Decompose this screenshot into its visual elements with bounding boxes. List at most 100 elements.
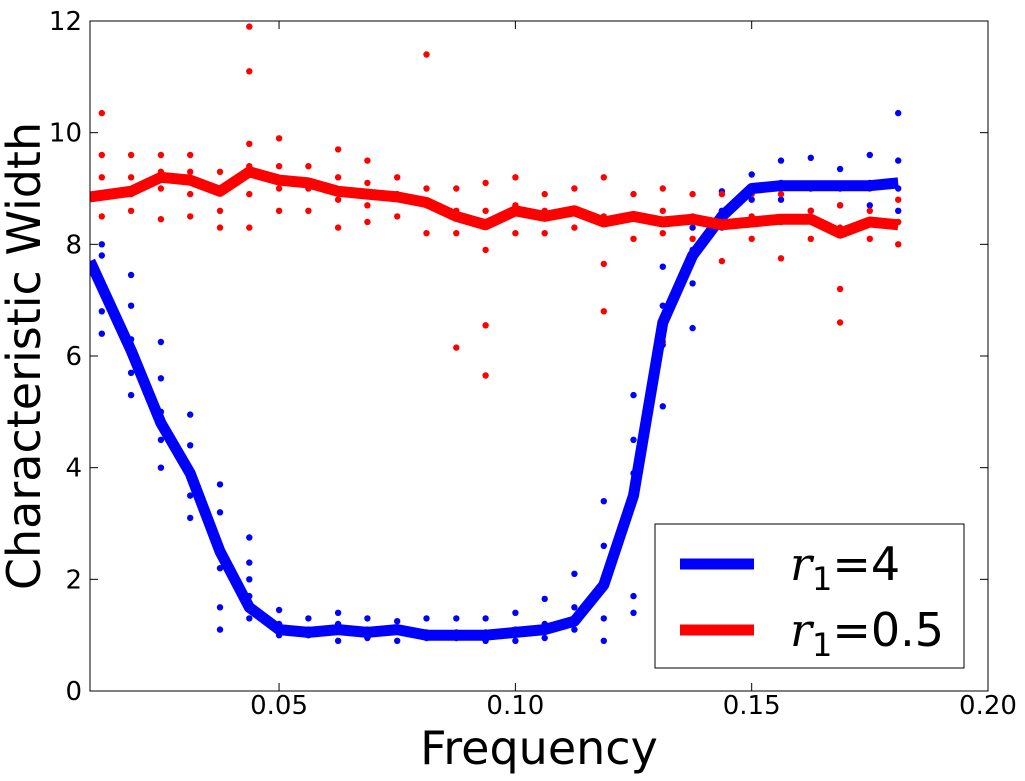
scatter-point-0-26 [246,534,253,541]
scatter-point-1-12 [157,216,165,223]
x-tick-label-3: 0.20 [959,691,1017,721]
scatter-point-0-58 [541,595,548,603]
scatter-point-0-62 [571,604,578,611]
scatter-point-0-24 [216,604,224,611]
scatter-point-1-42 [394,174,401,181]
scatter-point-1-22 [246,68,253,75]
scatter-point-0-4 [98,330,106,337]
scatter-point-0-86 [748,196,755,203]
scatter-point-1-34 [334,146,342,153]
scatter-point-1-64 [571,185,578,192]
scatter-point-1-61 [541,190,548,198]
scatter-point-0-16 [187,442,194,449]
scatter-point-1-93 [807,235,814,242]
x-tick-label-1: 0.10 [486,691,544,721]
scatter-point-1-80 [689,235,696,242]
scatter-point-1-63 [541,230,548,237]
scatter-point-0-89 [777,196,785,203]
scatter-point-1-37 [334,224,342,231]
scatter-point-1-5 [127,151,135,159]
scatter-point-0-20 [216,481,224,488]
y-tick-label-4: 8 [65,230,82,260]
scatter-point-1-39 [364,179,371,187]
scatter-point-1-92 [807,207,814,214]
scatter-point-1-17 [216,168,224,175]
scatter-point-1-36 [334,196,342,203]
scatter-point-0-66 [600,615,607,622]
legend-subscript-1: 1 [812,626,832,664]
chart-marks [90,23,902,644]
scatter-point-0-71 [630,592,637,600]
scatter-point-1-6 [127,174,135,181]
legend: r1=4r1=0.5 [654,523,965,669]
scatter-point-1-52 [453,344,460,351]
y-tick-label-0: 0 [65,677,82,707]
scatter-point-1-53 [482,179,489,187]
y-tick-label-2: 4 [65,454,82,484]
scatter-point-1-20 [216,224,224,231]
scatter-point-1-60 [512,230,519,237]
scatter-point-1-100 [866,235,873,242]
y-axis-title: Characteristic Width [0,122,51,590]
scatter-point-0-37 [334,609,342,616]
scatter-point-0-25 [216,626,224,633]
scatter-point-1-11 [157,185,165,192]
scatter-point-1-96 [836,285,844,293]
scatter-point-1-51 [453,230,460,237]
scatter-point-1-27 [275,135,283,142]
scatter-point-1-15 [187,190,194,198]
scatter-point-0-18 [187,492,194,499]
scatter-point-1-21 [246,23,253,30]
scatter-point-0-14 [157,464,165,471]
x-tick-label-2: 0.15 [723,691,781,721]
scatter-point-0-55 [512,609,519,616]
scatter-point-1-74 [659,185,666,192]
scatter-point-1-82 [718,190,726,198]
scatter-point-1-56 [482,322,489,329]
scatter-point-1-25 [246,190,253,198]
scatter-point-0-57 [512,637,519,644]
scatter-point-0-40 [364,615,371,622]
y-tick-label-5: 10 [49,119,82,149]
scatter-point-0-3 [98,308,106,315]
scatter-point-0-5 [127,271,135,279]
scatter-point-1-94 [836,202,844,209]
scatter-point-1-46 [423,185,430,192]
scatter-point-0-98 [866,202,873,209]
scatter-point-0-80 [689,324,696,332]
scatter-point-0-0 [98,241,106,248]
scatter-point-1-54 [482,207,489,214]
scatter-point-1-69 [600,260,607,268]
scatter-point-1-75 [659,207,666,214]
scatter-point-0-27 [246,559,253,566]
scatter-point-0-67 [600,637,607,644]
scatter-point-0-96 [866,151,873,159]
scatter-point-0-93 [836,165,844,173]
legend-box [654,523,965,669]
scatter-point-1-13 [187,151,194,159]
scatter-point-1-78 [689,190,696,198]
scatter-point-0-39 [334,637,342,644]
legend-label-0: r1=4 [790,537,900,598]
scatter-point-1-70 [600,308,607,315]
scatter-point-1-31 [305,163,312,170]
scatter-point-1-49 [453,185,460,192]
scatter-point-1-97 [836,319,844,326]
scatter-point-0-45 [394,637,401,644]
legend-symbol-0: r [790,537,815,591]
scatter-point-0-30 [246,615,253,622]
x-tick-label-0: 0.05 [250,691,308,721]
scatter-point-0-21 [216,509,224,516]
scatter-point-1-48 [423,230,430,237]
scatter-point-0-23 [216,565,224,572]
scatter-point-1-73 [630,235,637,242]
y-tick-label-6: 12 [49,7,82,37]
scatter-point-0-31 [275,606,283,614]
y-tick-label-1: 2 [65,565,82,595]
scatter-point-1-19 [216,207,224,214]
scatter-point-0-13 [157,436,165,443]
scatter-point-1-44 [394,213,401,220]
scatter-point-0-63 [571,626,578,633]
scatter-point-0-46 [423,615,430,622]
scatter-point-0-76 [659,403,666,410]
